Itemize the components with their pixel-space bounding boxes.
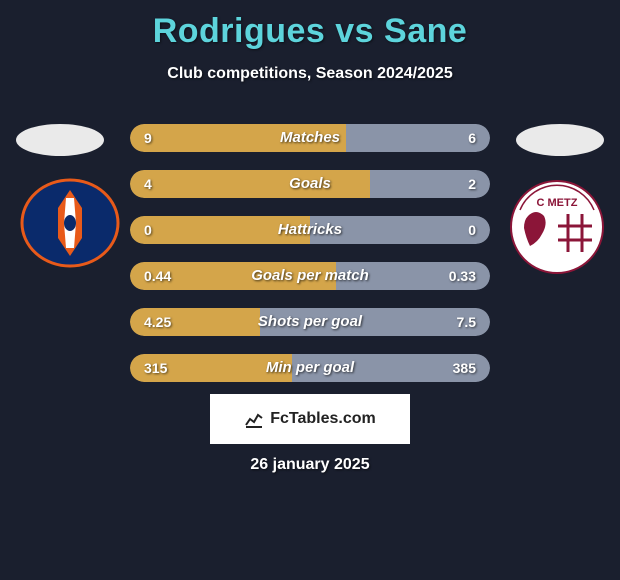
stat-row: 4.257.5Shots per goal xyxy=(130,308,490,336)
club-logo-left xyxy=(20,178,120,268)
club-logo-right: C METZ xyxy=(510,180,604,274)
stat-row: 00Hattricks xyxy=(130,216,490,244)
branding-text: FcTables.com xyxy=(270,410,376,428)
comparison-bars: 96Matches 42Goals 00Hattricks 0.440.33Goals… xyxy=(130,124,490,400)
player-avatar-right xyxy=(516,124,604,156)
stat-label: Shots per goal xyxy=(130,308,490,336)
stat-row: 42Goals xyxy=(130,170,490,198)
date-label: 26 january 2025 xyxy=(0,456,620,474)
page-title: Rodrigues vs Sane xyxy=(0,0,620,51)
stat-row: 96Matches xyxy=(130,124,490,152)
subtitle: Club competitions, Season 2024/2025 xyxy=(0,65,620,83)
stat-row: 315385Min per goal xyxy=(130,354,490,382)
stat-label: Hattricks xyxy=(130,216,490,244)
branding-icon xyxy=(244,409,264,429)
stat-label: Min per goal xyxy=(130,354,490,382)
branding-badge: FcTables.com xyxy=(210,394,410,444)
player-avatar-left xyxy=(16,124,104,156)
stat-row: 0.440.33Goals per match xyxy=(130,262,490,290)
stat-label: Goals xyxy=(130,170,490,198)
stat-label: Goals per match xyxy=(130,262,490,290)
stat-label: Matches xyxy=(130,124,490,152)
svg-text:C METZ: C METZ xyxy=(537,197,578,209)
